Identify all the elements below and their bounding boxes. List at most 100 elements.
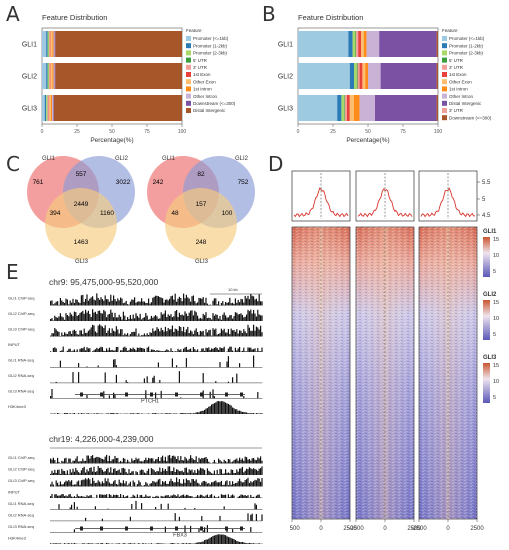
track-signal bbox=[50, 454, 263, 464]
heatmap-x-tick: -2500 bbox=[290, 526, 300, 532]
bar-segment bbox=[368, 63, 381, 89]
gene-name: FBX3 bbox=[173, 533, 187, 539]
bar-segment bbox=[361, 31, 364, 57]
track-label: GLI3 RNA-seq bbox=[8, 388, 34, 393]
profile-y-tick: 4.5 bbox=[482, 213, 491, 219]
legend-swatch bbox=[186, 50, 191, 56]
bar-segment bbox=[341, 95, 345, 121]
heatmap-legend-title: GLI1 bbox=[483, 229, 497, 235]
category-label: GLI2 bbox=[22, 74, 37, 81]
legend-label: Other Intron bbox=[193, 94, 218, 99]
bar-segment bbox=[348, 31, 353, 57]
bar-segment bbox=[356, 31, 359, 57]
venn-right: GLI1 GLI2 GLI3 242 82 752 157 48 100 248 bbox=[147, 156, 255, 265]
legend-swatch bbox=[442, 115, 447, 121]
track-label: GLI1 ChIP-seq bbox=[8, 455, 34, 460]
bar-segment bbox=[55, 31, 182, 57]
bar-segment bbox=[54, 63, 56, 89]
x-tick-label: 25 bbox=[330, 129, 336, 135]
genome-tracks-fbx3: chr19: 4,226,000-4,239,000 GLI1 ChIP-seq… bbox=[8, 434, 263, 544]
track-signal bbox=[50, 371, 263, 383]
track-label: GLI2 ChIP-seq bbox=[8, 466, 34, 471]
heatmap-legend-tick: 5 bbox=[493, 395, 496, 401]
bar-segment bbox=[47, 95, 49, 121]
track-label: GLI3 ChIP-seq bbox=[8, 326, 34, 331]
bar-segment bbox=[44, 95, 47, 121]
x-tick-label: 100 bbox=[178, 129, 187, 135]
heatmap-legend-tick: 5 bbox=[493, 332, 496, 338]
bar-segment bbox=[375, 95, 437, 121]
legend-swatch bbox=[442, 108, 447, 113]
bar-segment bbox=[363, 31, 367, 57]
track-signal bbox=[50, 466, 263, 475]
bar-segment bbox=[356, 63, 358, 89]
panel-letter-b: B bbox=[262, 2, 276, 26]
bar-segment bbox=[359, 95, 375, 121]
bar-segment bbox=[359, 63, 363, 89]
bar-segment bbox=[53, 63, 55, 89]
venn-left-value-b-only: 3022 bbox=[116, 179, 131, 186]
legend-label: 1st Intron bbox=[193, 87, 212, 92]
bar-segment bbox=[52, 31, 54, 57]
bar-segment bbox=[47, 63, 49, 89]
venn-right-value-ab: 82 bbox=[197, 171, 205, 178]
category-label: GLI1 bbox=[278, 42, 293, 49]
bar-segment bbox=[50, 63, 51, 89]
genome-tracks-ptch1: chr9: 95,475,000-95,520,000 10 kb GLI1 C… bbox=[8, 277, 263, 414]
x-tick-label: 100 bbox=[434, 129, 443, 135]
category-label: GLI2 bbox=[278, 74, 293, 81]
legend-swatch bbox=[186, 36, 191, 41]
track-label: GLI3 RNA-seq bbox=[8, 524, 34, 529]
x-tick-label: 75 bbox=[144, 129, 150, 135]
bar-segment bbox=[42, 95, 45, 121]
venn-right-label-gli3: GLI3 bbox=[195, 259, 209, 265]
legend-label: Promoter (1-2kb) bbox=[193, 43, 228, 48]
bar-segment bbox=[52, 63, 54, 89]
heatmap-legend-bar bbox=[483, 300, 490, 340]
heatmap-legend-tick: 10 bbox=[493, 316, 499, 322]
track-signal bbox=[50, 346, 263, 352]
panel-letter-a: A bbox=[6, 2, 20, 26]
heatmap-legend-tick: 15 bbox=[493, 237, 499, 243]
legend-label: 3' UTR bbox=[449, 108, 464, 113]
bar-segment bbox=[52, 95, 54, 121]
track-label: GLI1 ChIP-seq bbox=[8, 295, 34, 300]
feature-distribution-chart-a: Feature Distribution GLI1 GLI2 GLI3 0 25 50 75 1… bbox=[22, 13, 236, 144]
heatmap-column: -2500 0 2500 bbox=[348, 170, 421, 532]
profile-y-tick: 5.5 bbox=[482, 180, 491, 186]
track-signal bbox=[50, 401, 263, 414]
bar-segment bbox=[354, 63, 357, 89]
bar-segment bbox=[347, 95, 350, 121]
legend-title: Feature bbox=[442, 28, 458, 33]
heatmap-x-tick: 0 bbox=[319, 526, 323, 532]
heatmap-x-tick: -2500 bbox=[348, 526, 364, 532]
legend-label: Downstream (<=300) bbox=[449, 115, 492, 120]
legend-label: Promoter (2-3kb) bbox=[193, 51, 228, 56]
bar-segment bbox=[357, 63, 360, 89]
bar-segment bbox=[50, 31, 51, 57]
heatmap-legend-title: GLI3 bbox=[483, 355, 497, 361]
legend-swatch bbox=[186, 79, 191, 85]
track-label: GLI3 ChIP-seq bbox=[8, 478, 34, 483]
heatmap-legend-tick: 10 bbox=[493, 253, 499, 259]
legend-swatch bbox=[442, 86, 447, 92]
venn-left-value-ab: 557 bbox=[76, 171, 87, 178]
chart-title: Feature Distribution bbox=[42, 13, 107, 22]
heatmap-x-tick: -2500 bbox=[411, 526, 427, 532]
legend-label: 3' UTR bbox=[193, 65, 208, 70]
bar-segment bbox=[344, 95, 347, 121]
legend-swatch bbox=[186, 100, 191, 106]
heatmap-legend-tick: 10 bbox=[493, 379, 499, 385]
bar-segment bbox=[349, 63, 354, 89]
legend-label: Distal Intergenic bbox=[449, 101, 482, 106]
venn-right-value-ac: 48 bbox=[171, 210, 179, 217]
bar-segment bbox=[379, 31, 437, 57]
bar-segment bbox=[436, 95, 438, 121]
track-label: GLI1 RNA-seq bbox=[8, 501, 34, 506]
x-tick-label: 0 bbox=[297, 129, 300, 135]
venn-left-label-gli2: GLI2 bbox=[115, 156, 129, 162]
category-label: GLI3 bbox=[278, 106, 293, 113]
track-label: INPUT bbox=[8, 489, 21, 494]
bar-segment bbox=[48, 95, 50, 121]
